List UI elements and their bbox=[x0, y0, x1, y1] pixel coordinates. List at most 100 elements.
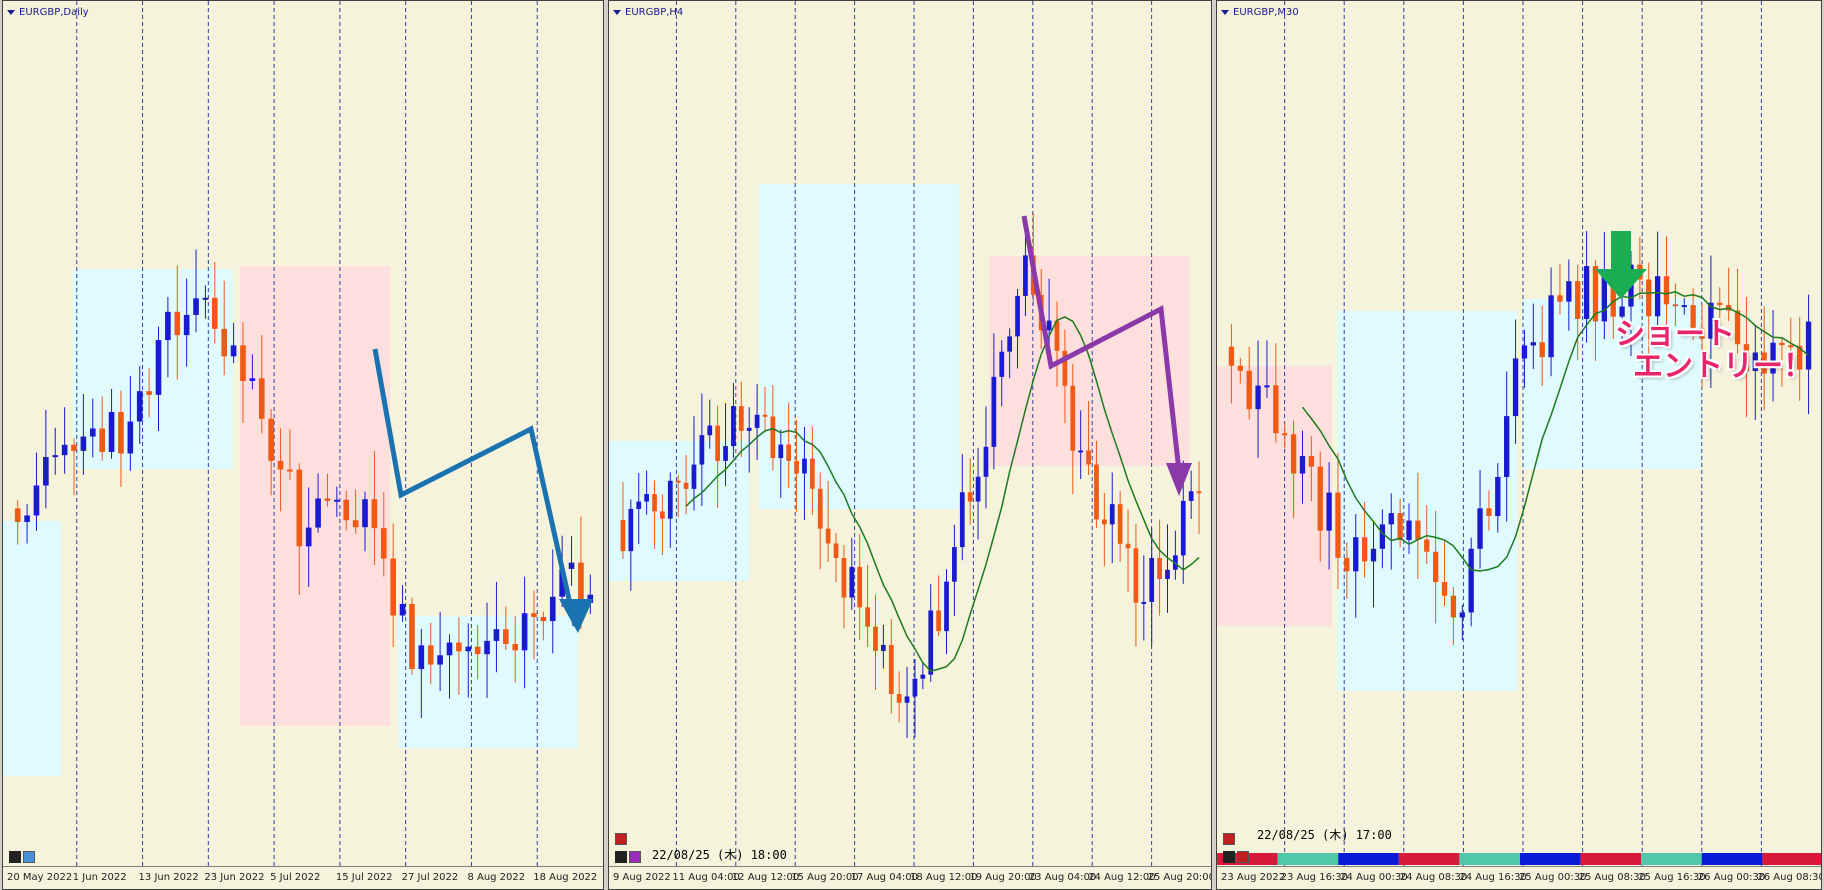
chart-window-m30[interactable]: EURGBP,M30 22/08/25 (木) 17:00 ショート エントリー！… bbox=[1216, 0, 1822, 890]
candle-body bbox=[1165, 569, 1170, 579]
candle-body bbox=[1663, 276, 1670, 305]
candle-body bbox=[14, 508, 21, 522]
candle-body bbox=[1344, 557, 1350, 572]
candle-body bbox=[959, 492, 965, 548]
candle-body bbox=[493, 629, 500, 641]
candle-body bbox=[1094, 464, 1099, 520]
candle-body bbox=[127, 421, 134, 454]
candle-body bbox=[1335, 492, 1341, 558]
chart-window-daily[interactable]: EURGBP,Daily 20 May 2022 1 Jun 2022 13 Jun… bbox=[2, 0, 604, 890]
close-position-icon[interactable] bbox=[1223, 833, 1235, 845]
candle-body bbox=[1690, 305, 1696, 328]
chart-canvas-h4[interactable] bbox=[609, 1, 1212, 890]
chart-canvas-daily[interactable] bbox=[3, 1, 604, 890]
candle-body bbox=[1575, 281, 1581, 319]
x-tick-label: 27 Jul 2022 bbox=[401, 872, 459, 883]
x-tick-label: 26 Aug 00:30 bbox=[1697, 872, 1766, 883]
candle-body bbox=[1415, 520, 1421, 540]
candle-body bbox=[118, 411, 124, 454]
candle-body bbox=[437, 655, 443, 665]
candle-body bbox=[1299, 456, 1306, 474]
candle-body bbox=[315, 498, 321, 528]
x-tick-label: 15 Jul 2022 bbox=[335, 872, 393, 883]
zone-1 bbox=[1337, 311, 1517, 691]
candle-body bbox=[746, 427, 752, 431]
candle-body bbox=[904, 696, 910, 703]
candle-body bbox=[1441, 582, 1448, 596]
candle-body bbox=[1228, 346, 1235, 366]
candle-body bbox=[305, 527, 312, 547]
candle-body bbox=[802, 458, 807, 474]
one-click-trading-icon[interactable] bbox=[9, 851, 21, 863]
candle-body bbox=[1779, 342, 1785, 346]
x-tick-label: 9 Aug 2022 bbox=[613, 872, 671, 883]
x-tick-label: 24 Aug 16:30 bbox=[1459, 872, 1527, 883]
zone-3 bbox=[398, 616, 578, 748]
chart-canvas-m30[interactable] bbox=[1217, 1, 1822, 890]
x-tick-label: 26 Aug 08:30 bbox=[1757, 872, 1822, 883]
candle-body bbox=[1361, 537, 1368, 562]
candle-body bbox=[1699, 327, 1705, 339]
x-tick-label: 25 Aug 20:00 bbox=[1147, 872, 1212, 883]
candle-body bbox=[1406, 520, 1412, 541]
candle-body bbox=[287, 469, 293, 472]
candle-body bbox=[1133, 548, 1139, 603]
chart-title-text: EURGBP,Daily bbox=[19, 7, 89, 18]
indicator-icon[interactable] bbox=[1237, 851, 1249, 863]
x-tick-label: 24 Aug 08:30 bbox=[1399, 872, 1468, 883]
candle-body bbox=[770, 416, 776, 459]
candle-body bbox=[362, 499, 368, 528]
chart-title: EURGBP,H4 bbox=[613, 7, 683, 18]
arrow-head bbox=[559, 599, 593, 633]
one-click-trading-icon[interactable] bbox=[615, 851, 627, 863]
candle-body bbox=[268, 418, 274, 461]
candle-body bbox=[1157, 558, 1162, 579]
x-axis: 23 Aug 2022 23 Aug 16:30 24 Aug 00:30 24 Au… bbox=[1217, 866, 1821, 889]
candle-body bbox=[446, 642, 453, 656]
candle-body bbox=[928, 610, 934, 675]
x-tick-label: 23 Aug 2022 bbox=[1221, 872, 1286, 883]
candle-body bbox=[277, 460, 284, 470]
x-tick-label: 23 Jun 2022 bbox=[204, 872, 265, 883]
candle-body bbox=[865, 607, 870, 627]
candle-body bbox=[849, 566, 855, 598]
candle-body bbox=[1078, 450, 1084, 453]
candle-body bbox=[888, 644, 894, 694]
candle-body bbox=[343, 499, 350, 521]
one-click-trading-icon[interactable] bbox=[1223, 851, 1235, 863]
candle-body bbox=[1512, 358, 1519, 417]
candle-body bbox=[418, 645, 425, 669]
candle-body bbox=[465, 646, 472, 652]
candle-body bbox=[1054, 320, 1060, 351]
dropdown-triangle-icon[interactable] bbox=[7, 9, 15, 15]
candle-body bbox=[1180, 500, 1186, 556]
candle-body bbox=[1486, 508, 1492, 517]
session-segment bbox=[1277, 853, 1339, 865]
session-segment bbox=[1338, 853, 1399, 865]
candle-body bbox=[628, 508, 634, 552]
dropdown-triangle-icon[interactable] bbox=[1221, 9, 1229, 15]
candle-body bbox=[975, 476, 981, 502]
candle-body bbox=[324, 498, 331, 501]
candle-body bbox=[99, 428, 105, 452]
candle-body bbox=[1610, 269, 1616, 317]
candle-body bbox=[474, 646, 481, 655]
candle-body bbox=[1007, 336, 1013, 352]
dropdown-triangle-icon[interactable] bbox=[613, 9, 621, 15]
candle-body bbox=[1654, 276, 1661, 317]
candle-body bbox=[61, 444, 68, 456]
candle-body bbox=[1255, 385, 1261, 410]
candle-body bbox=[1086, 450, 1091, 465]
candle-body bbox=[512, 643, 519, 651]
candle-body bbox=[660, 511, 665, 519]
settings-icon[interactable] bbox=[23, 851, 35, 863]
close-position-icon[interactable] bbox=[615, 833, 627, 845]
candle-body bbox=[1770, 342, 1776, 374]
indicator-icon[interactable] bbox=[629, 851, 641, 863]
chart-window-h4[interactable]: EURGBP,H4 22/08/25 (木) 18:00 9 Aug 2022 1… bbox=[608, 0, 1212, 890]
candle-body bbox=[165, 311, 171, 341]
candle-body bbox=[786, 444, 792, 461]
candle-body bbox=[1397, 513, 1403, 541]
x-tick-label: 18 Aug 12:00 bbox=[910, 872, 978, 883]
